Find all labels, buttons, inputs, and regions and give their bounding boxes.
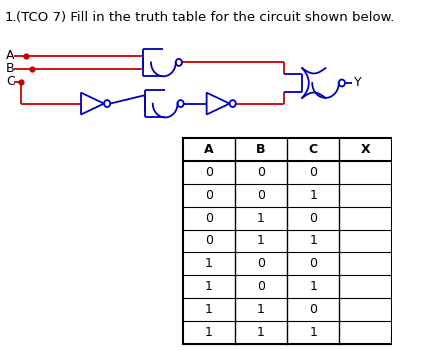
Text: X: X (361, 143, 370, 156)
Text: 0: 0 (205, 166, 213, 179)
Text: 0: 0 (205, 189, 213, 202)
Text: 0: 0 (309, 166, 317, 179)
Text: 0: 0 (309, 303, 317, 316)
Text: Y: Y (354, 77, 362, 90)
Text: 0: 0 (257, 280, 265, 293)
Text: 1: 1 (257, 234, 265, 247)
Text: B: B (6, 62, 15, 75)
Bar (183, 138, 392, 344)
Text: 1: 1 (205, 326, 213, 339)
Text: 1: 1 (309, 280, 317, 293)
Text: 0: 0 (205, 234, 213, 247)
Text: A: A (6, 49, 14, 62)
Text: A: A (204, 143, 213, 156)
Text: 1: 1 (309, 326, 317, 339)
Text: 0: 0 (205, 212, 213, 225)
Text: B: B (256, 143, 266, 156)
Text: 1: 1 (257, 303, 265, 316)
Text: 1: 1 (309, 189, 317, 202)
Text: 1: 1 (257, 326, 265, 339)
Text: C: C (6, 75, 15, 88)
Text: C: C (309, 143, 318, 156)
Text: (TCO 7) Fill in the truth table for the circuit shown below.: (TCO 7) Fill in the truth table for the … (15, 11, 394, 24)
Text: 0: 0 (257, 189, 265, 202)
Text: 1: 1 (205, 280, 213, 293)
Text: 1: 1 (257, 212, 265, 225)
Text: 0: 0 (309, 257, 317, 270)
Text: 1: 1 (309, 234, 317, 247)
Text: 1.: 1. (5, 11, 18, 24)
Text: 1: 1 (205, 303, 213, 316)
Text: 0: 0 (257, 257, 265, 270)
Text: 0: 0 (257, 166, 265, 179)
Text: 0: 0 (309, 212, 317, 225)
Text: 1: 1 (205, 257, 213, 270)
